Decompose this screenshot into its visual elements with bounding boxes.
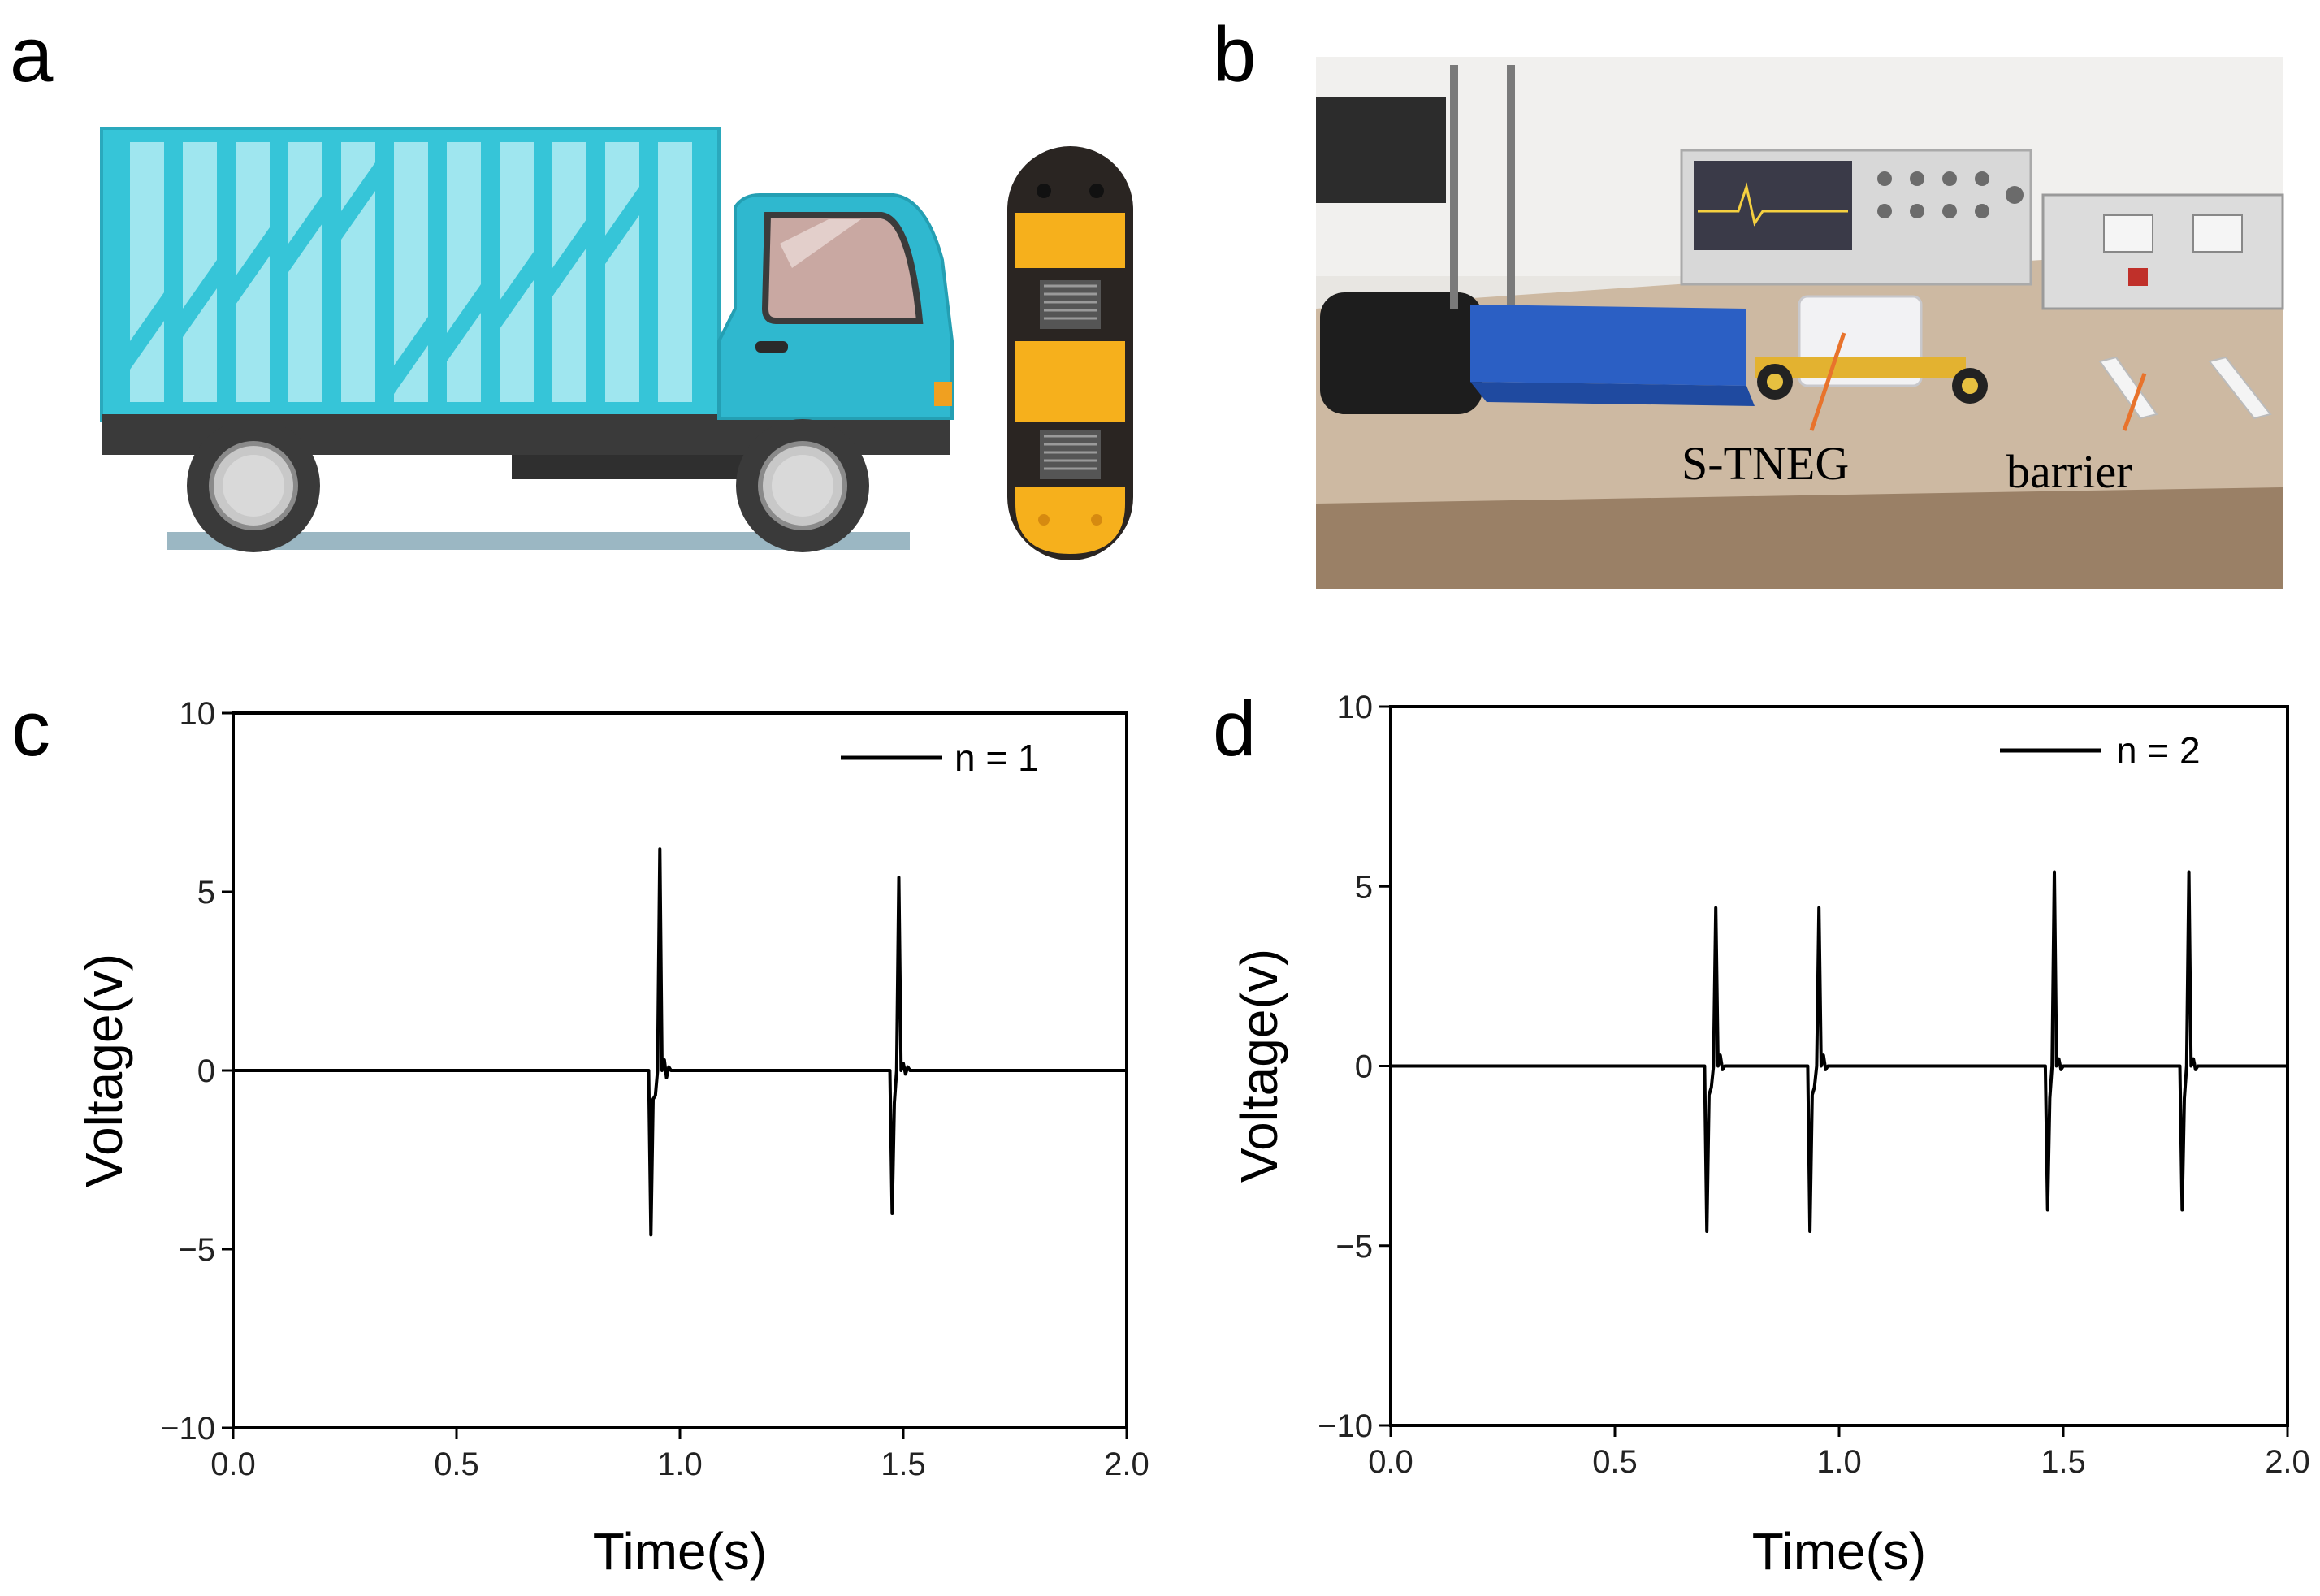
label-sneg: S-TNEG xyxy=(1682,437,1849,490)
panel-label-a: a xyxy=(10,11,54,98)
truck-wheel-front xyxy=(736,419,869,552)
chart-c-ytick-label: 10 xyxy=(180,696,216,732)
chart-c-xtick-label: 0.0 xyxy=(210,1447,256,1482)
chart-d-xtick-label: 0.5 xyxy=(1592,1444,1638,1480)
chart-d-xlabel: Time(s) xyxy=(1752,1522,1926,1581)
chart-c-xtick-label: 2.0 xyxy=(1104,1447,1149,1482)
panel-label-d: d xyxy=(1213,686,1257,772)
chart-c-ytick-label: 0 xyxy=(197,1053,215,1089)
chart-c-marks xyxy=(233,847,1127,1237)
chart-c-ytick-label: 5 xyxy=(197,875,215,910)
chart-d-series-line-0 xyxy=(1391,870,2288,1233)
chart-d-marks xyxy=(1391,870,2288,1233)
chart-c: 0.0 0.5 1.0 1.5 2.0 10 5 0 −5 −10 n = 1 Time(s) V… xyxy=(75,696,1149,1581)
chart-c-xtick-label: 0.5 xyxy=(434,1447,479,1482)
chart-d-ytick-label: −5 xyxy=(1335,1229,1373,1265)
chart-c-ytick-label: −5 xyxy=(178,1232,215,1268)
chart-c-ticks: 0.0 0.5 1.0 1.5 2.0 10 5 0 −5 −10 xyxy=(160,696,1149,1482)
chart-c-series-line-0 xyxy=(233,847,1127,1237)
chart-c-ytick-label: −10 xyxy=(160,1411,215,1447)
chart-d-xtick-label: 1.5 xyxy=(2041,1444,2086,1480)
container-slats xyxy=(130,142,692,402)
chart-d-ytick-label: 10 xyxy=(1337,690,1374,725)
chart-d: 0.0 0.5 1.0 1.5 2.0 10 5 0 −5 −10 n = 2 Time(s) V… xyxy=(1230,690,2310,1581)
chart-d-ticks: 0.0 0.5 1.0 1.5 2.0 10 5 0 −5 −10 xyxy=(1318,690,2310,1480)
speed-bump-illustration xyxy=(1007,146,1133,560)
chart-d-ytick-label: 5 xyxy=(1355,869,1373,905)
chart-d-ytick-label: 0 xyxy=(1355,1049,1373,1085)
label-barrier: barrier xyxy=(2006,445,2132,498)
truck-illustration xyxy=(100,127,954,552)
barrier-pointer-line xyxy=(2122,373,2147,431)
setup-photo: S-TNEG barrier xyxy=(1316,57,2284,589)
chart-d-xtick-label: 0.0 xyxy=(1368,1444,1413,1480)
panel-label-b: b xyxy=(1213,11,1257,98)
chart-d-ylabel: Voltage(v) xyxy=(1230,949,1288,1183)
truck-wheel-rear xyxy=(187,419,320,552)
chart-c-legend-label: n = 1 xyxy=(954,737,1039,779)
sneg-pointer-line xyxy=(1809,332,1846,431)
chart-c-xlabel: Time(s) xyxy=(593,1522,767,1581)
chart-d-legend-label: n = 2 xyxy=(2116,729,2201,772)
ground-strip xyxy=(167,532,910,550)
chart-c-xtick-label: 1.0 xyxy=(657,1447,703,1482)
chart-d-xtick-label: 1.0 xyxy=(1816,1444,1862,1480)
chart-c-ylabel: Voltage(v) xyxy=(75,954,133,1187)
chart-d-xtick-label: 2.0 xyxy=(2265,1444,2310,1480)
chart-d-ytick-label: −10 xyxy=(1318,1408,1373,1444)
chart-c-xtick-label: 1.5 xyxy=(881,1447,926,1482)
panel-label-c: c xyxy=(11,686,50,772)
